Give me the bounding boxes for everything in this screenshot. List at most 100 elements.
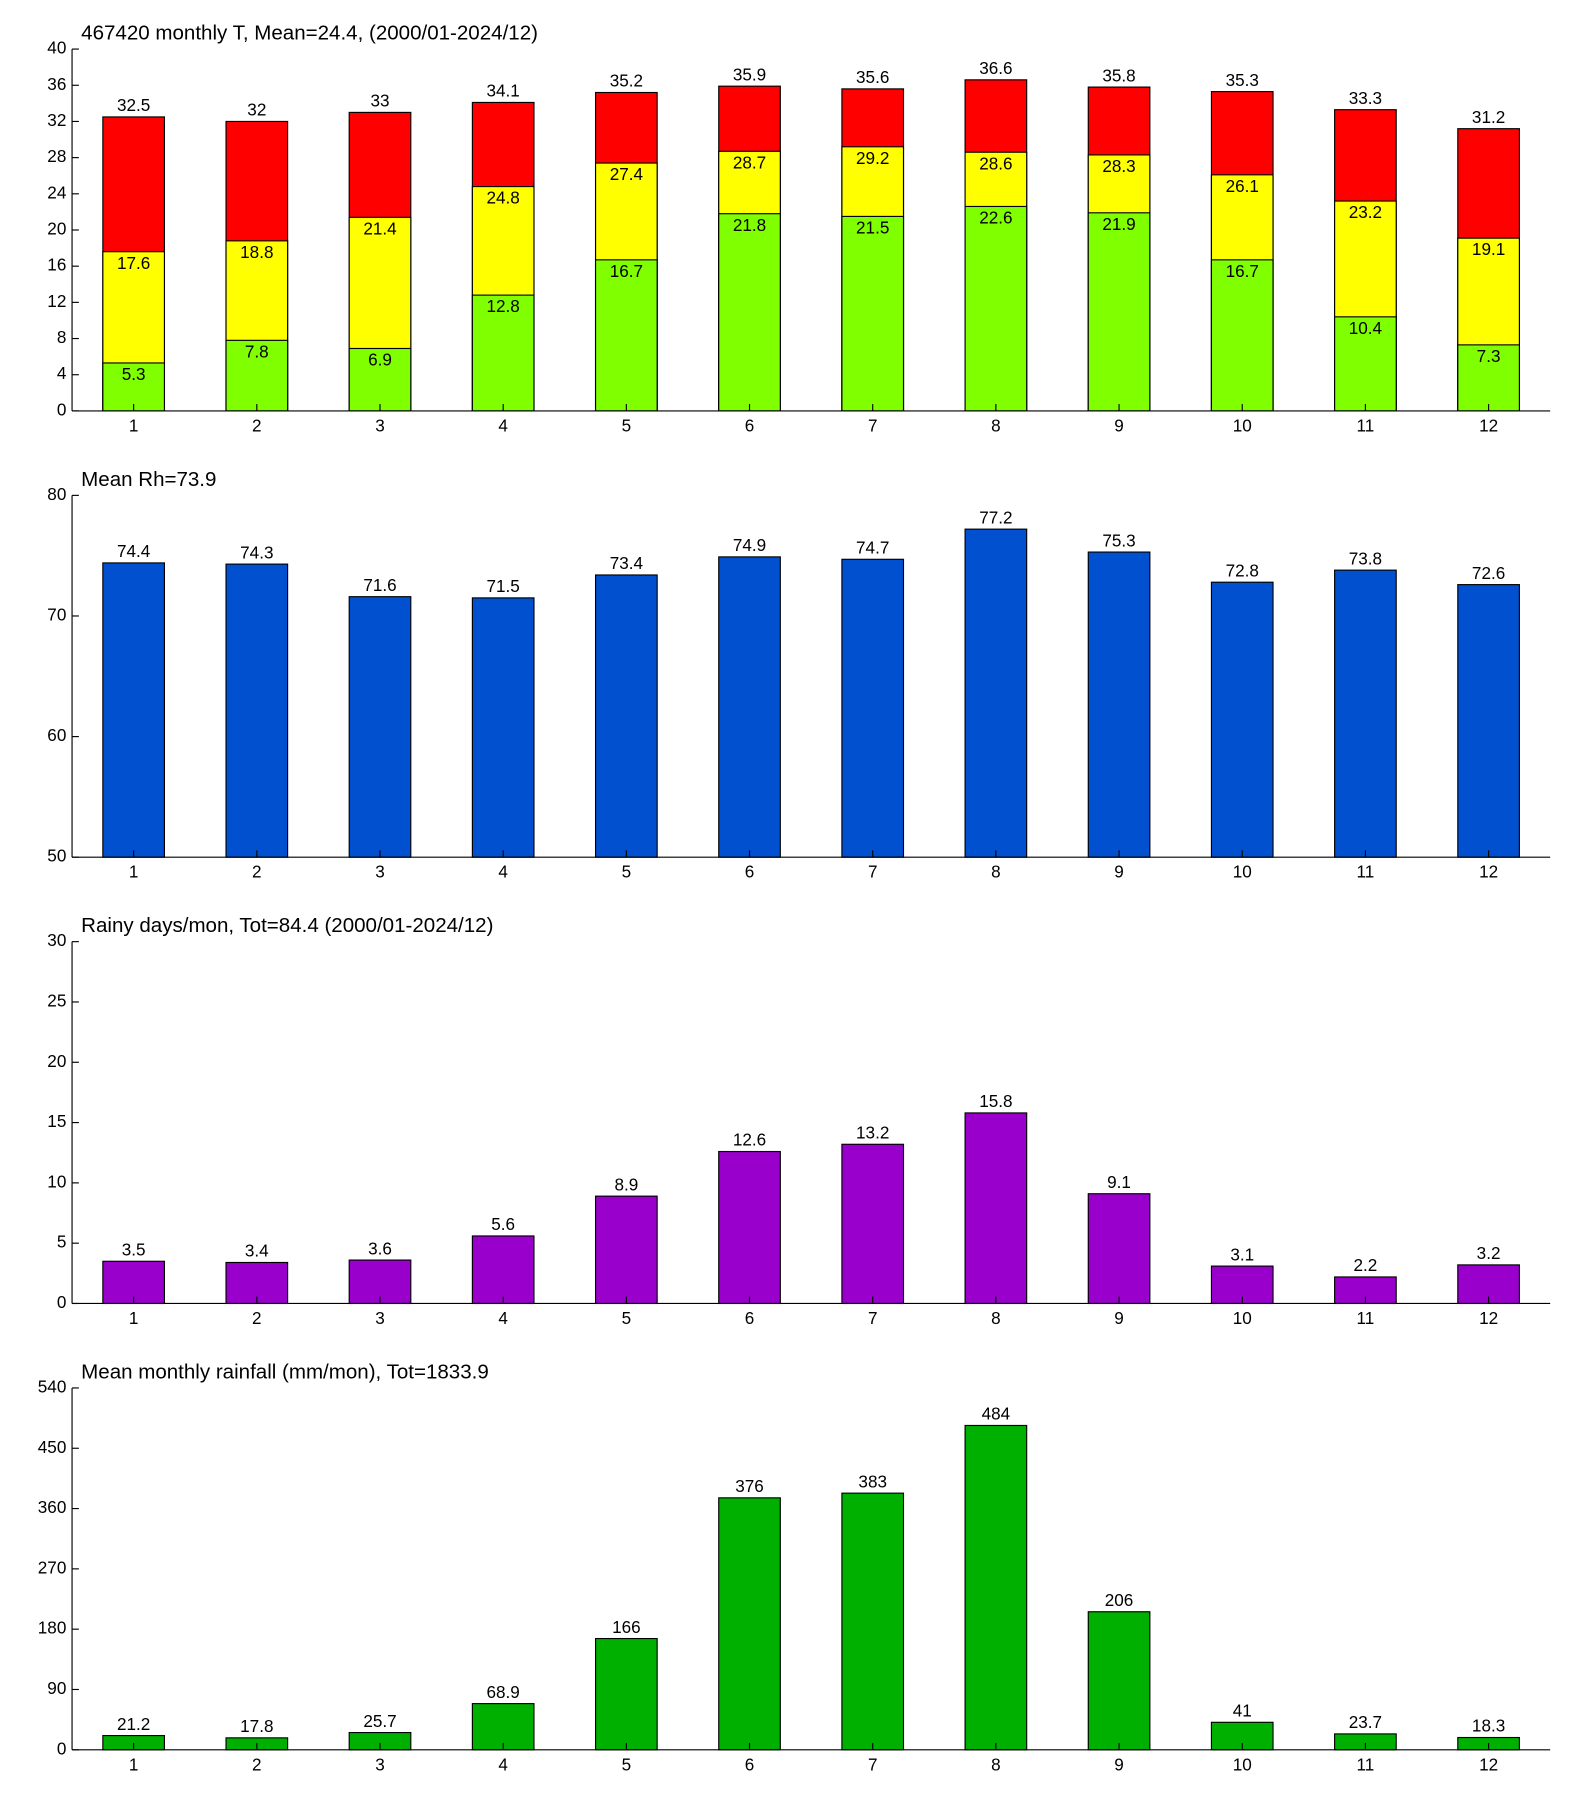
data-label: 3.2 [1477, 1244, 1501, 1263]
x-tick-label: 1 [129, 863, 139, 882]
data-label: 7.8 [245, 342, 269, 361]
y-tick-label: 270 [38, 1558, 67, 1577]
y-tick-label: 15 [47, 1112, 66, 1131]
data-label: 74.7 [856, 539, 889, 558]
bar [1210, 259, 1274, 412]
data-label: 75.3 [1102, 531, 1135, 550]
bar [471, 1235, 535, 1305]
chart-title: Mean Rh=73.9 [81, 468, 216, 491]
y-tick-label: 20 [47, 220, 66, 239]
data-label: 33.3 [1349, 89, 1382, 108]
x-tick-label: 4 [498, 863, 508, 882]
data-label: 9.1 [1107, 1173, 1131, 1192]
data-label: 72.8 [1226, 561, 1259, 580]
bar [594, 1637, 658, 1751]
bar [841, 1143, 905, 1305]
bar [471, 294, 535, 412]
x-tick-label: 11 [1357, 1309, 1375, 1328]
y-tick-label: 8 [57, 328, 67, 347]
x-tick-label: 10 [1233, 416, 1252, 435]
data-label: 23.7 [1349, 1713, 1382, 1732]
data-label: 73.8 [1349, 549, 1382, 568]
x-tick-label: 4 [498, 1755, 508, 1774]
x-tick-label: 9 [1114, 416, 1124, 435]
x-tick-label: 4 [498, 416, 508, 435]
data-label: 383 [858, 1472, 887, 1491]
data-label: 35.6 [856, 68, 889, 87]
bar [1087, 551, 1151, 858]
chart-title: Rainy days/mon, Tot=84.4 (2000/01-2024/1… [81, 914, 493, 937]
y-tick-label: 70 [47, 605, 66, 624]
y-tick-label: 80 [47, 485, 66, 504]
x-tick-label: 2 [252, 416, 262, 435]
y-tick-label: 5 [57, 1233, 67, 1252]
bar [1087, 1611, 1151, 1751]
y-tick-label: 24 [47, 183, 67, 202]
y-tick-label: 30 [47, 931, 66, 950]
y-tick-label: 28 [47, 147, 66, 166]
data-label: 6.9 [368, 351, 392, 370]
data-label: 484 [982, 1405, 1011, 1424]
data-label: 72.6 [1472, 564, 1505, 583]
y-tick-label: 0 [57, 1739, 67, 1758]
data-label: 21.8 [733, 216, 766, 235]
data-label: 35.8 [1102, 66, 1135, 85]
x-tick-label: 10 [1233, 1755, 1252, 1774]
x-tick-label: 9 [1114, 1309, 1124, 1328]
bar [594, 574, 658, 858]
x-tick-label: 6 [745, 1755, 755, 1774]
data-label: 29.2 [856, 149, 889, 168]
data-label: 27.4 [610, 165, 644, 184]
data-label: 28.3 [1102, 157, 1135, 176]
y-tick-label: 12 [47, 292, 66, 311]
y-tick-label: 90 [47, 1679, 66, 1698]
x-tick-label: 10 [1233, 1309, 1252, 1328]
y-tick-label: 50 [47, 847, 66, 866]
data-label: 25.7 [363, 1712, 396, 1731]
x-tick-label: 7 [868, 863, 878, 882]
x-tick-label: 12 [1479, 863, 1498, 882]
data-label: 15.8 [979, 1092, 1012, 1111]
chart-title: Mean monthly rainfall (mm/mon), Tot=1833… [81, 1361, 489, 1384]
bar [1334, 316, 1397, 412]
bar [841, 215, 905, 412]
data-label: 35.3 [1226, 71, 1259, 90]
data-label: 5.3 [122, 365, 146, 384]
bar [348, 1259, 412, 1305]
x-tick-label: 1 [129, 416, 139, 435]
x-tick-label: 6 [745, 863, 755, 882]
x-tick-label: 10 [1233, 863, 1252, 882]
x-tick-label: 5 [622, 1755, 632, 1774]
x-tick-label: 6 [745, 416, 755, 435]
x-tick-label: 7 [868, 1755, 878, 1774]
x-tick-label: 6 [745, 1309, 755, 1328]
x-tick-label: 2 [252, 1755, 262, 1774]
x-tick-label: 12 [1479, 1309, 1498, 1328]
data-label: 21.5 [856, 218, 889, 237]
x-tick-label: 3 [375, 863, 385, 882]
x-tick-label: 8 [991, 1309, 1001, 1328]
bar [1210, 581, 1274, 858]
data-label: 74.4 [117, 542, 151, 561]
data-label: 17.8 [240, 1717, 273, 1736]
data-label: 31.2 [1472, 108, 1505, 127]
data-label: 22.6 [979, 209, 1012, 228]
data-label: 3.5 [122, 1241, 146, 1260]
x-tick-label: 9 [1114, 1755, 1124, 1774]
data-label: 26.1 [1226, 177, 1259, 196]
data-label: 41 [1233, 1702, 1252, 1721]
bar [594, 259, 658, 412]
bar [1457, 584, 1520, 858]
bar [964, 1112, 1028, 1305]
bar [1087, 1193, 1151, 1305]
data-label: 3.6 [368, 1239, 392, 1258]
data-label: 77.2 [979, 508, 1012, 527]
data-label: 24.8 [487, 189, 520, 208]
x-tick-label: 5 [622, 416, 632, 435]
chart-title: 467420 monthly T, Mean=24.4, (2000/01-20… [81, 22, 538, 45]
bar [718, 213, 781, 412]
data-label: 16.7 [1226, 262, 1259, 281]
x-tick-label: 11 [1357, 1755, 1375, 1774]
data-label: 18.8 [240, 243, 273, 262]
